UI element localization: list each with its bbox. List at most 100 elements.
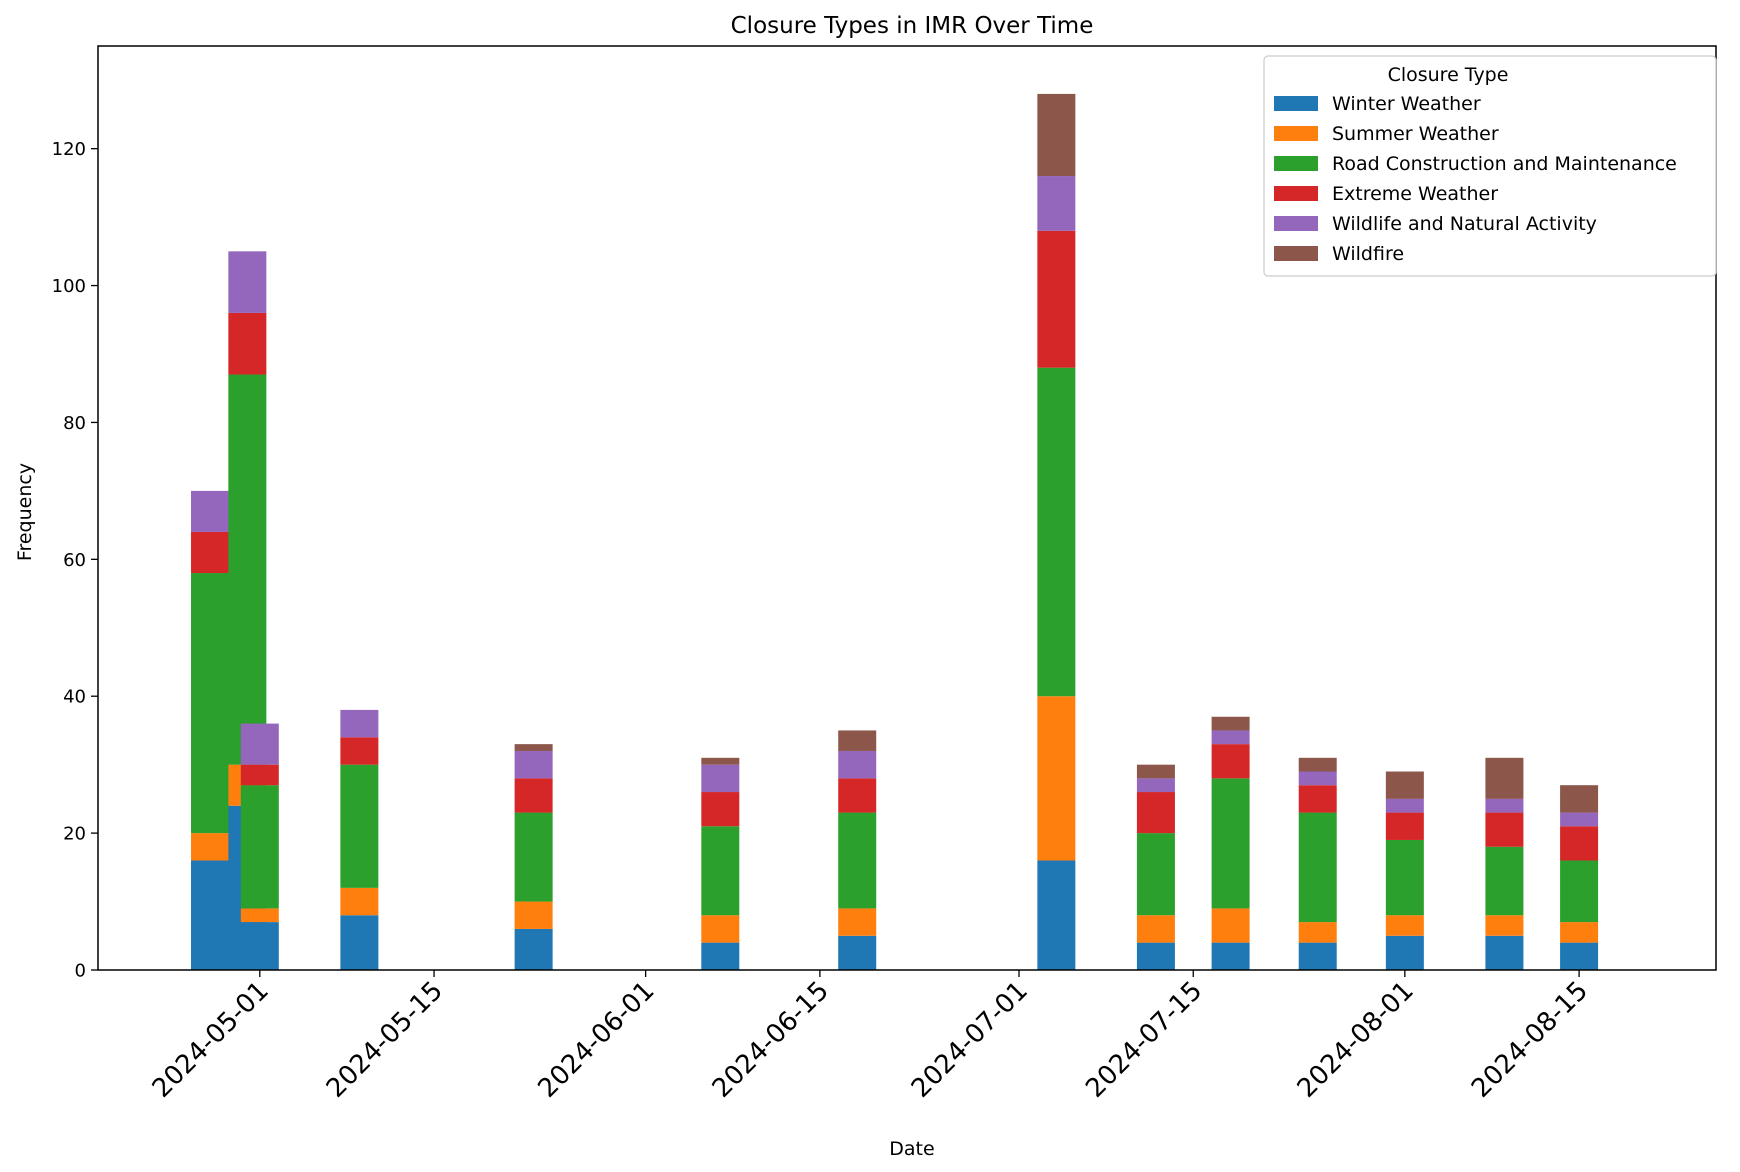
- legend-label: Extreme Weather: [1332, 183, 1498, 205]
- bar-segment: [1385, 915, 1424, 936]
- bar-segment: [1560, 785, 1599, 813]
- legend-label: Road Construction and Maintenance: [1332, 153, 1677, 175]
- bar-segment: [1385, 935, 1424, 970]
- bar-segment: [240, 764, 279, 786]
- bar-segment: [701, 764, 740, 793]
- bar-segment: [1037, 860, 1076, 970]
- bar-segment: [838, 730, 877, 751]
- plot-frame: [97, 45, 1717, 971]
- legend: Closure Type Winter Weather Summer Weather…: [1263, 55, 1717, 277]
- bar-segment: [240, 922, 279, 970]
- bar-segment: [1298, 942, 1337, 970]
- bar-segment: [191, 573, 230, 834]
- bar-segment: [1136, 915, 1175, 943]
- bar-segment: [1485, 798, 1524, 813]
- bar-segment: [1485, 935, 1524, 970]
- bar-segment: [1298, 812, 1337, 923]
- bar-segment: [1136, 778, 1175, 793]
- y-axis-label: Frequency: [14, 463, 36, 561]
- bar-segment: [1037, 176, 1076, 231]
- bar-segment: [1560, 922, 1599, 943]
- bar-segment: [1211, 942, 1250, 970]
- bar-segment: [1211, 716, 1250, 731]
- bar-segment: [191, 490, 230, 532]
- bar-segment: [838, 812, 877, 909]
- y-tick-label: 20: [63, 824, 86, 845]
- bar-segment: [838, 750, 877, 779]
- bar-segment: [340, 737, 379, 765]
- bar-segment: [1136, 764, 1175, 779]
- bar-segment: [240, 908, 279, 923]
- bar-segment: [1385, 839, 1424, 916]
- bar-segment: [838, 935, 877, 970]
- bar-segment: [514, 812, 553, 902]
- bar-segment: [1136, 833, 1175, 916]
- bar-segment: [1485, 812, 1524, 847]
- bar-segment: [340, 764, 379, 888]
- y-tick-label: 120: [52, 139, 86, 160]
- bar-segment: [1298, 922, 1337, 943]
- x-tick-label: 2024-05-15: [321, 976, 449, 1104]
- y-tick-label: 0: [75, 961, 86, 982]
- bar-segment: [1211, 744, 1250, 779]
- bar-segment: [1298, 771, 1337, 786]
- x-tick-label: 2024-05-01: [147, 976, 275, 1104]
- chart-title: Closure Types in IMR Over Time: [731, 13, 1094, 39]
- bar-segment: [1485, 915, 1524, 936]
- legend-swatch: [1274, 126, 1318, 141]
- x-tick-label: 2024-06-01: [532, 976, 660, 1104]
- x-axis-label: Date: [889, 1138, 934, 1160]
- y-tick-label: 60: [63, 550, 86, 571]
- bar-segment: [228, 312, 267, 375]
- legend-label: Winter Weather: [1332, 93, 1481, 115]
- bar-segment: [1136, 942, 1175, 970]
- bar-segment: [1385, 798, 1424, 813]
- bars: [191, 93, 1599, 970]
- bar-segment: [1037, 93, 1076, 177]
- y-tick-label: 80: [63, 413, 86, 434]
- legend-swatch: [1274, 186, 1318, 201]
- legend-swatch: [1274, 216, 1318, 231]
- bar-segment: [701, 826, 740, 916]
- bar-segment: [514, 778, 553, 813]
- legend-frame: [1263, 55, 1717, 277]
- bar-segment: [1037, 230, 1076, 368]
- bar-segment: [1485, 757, 1524, 799]
- bar-segment: [1211, 908, 1250, 943]
- legend-label: Summer Weather: [1332, 123, 1499, 145]
- bar-segment: [1037, 367, 1076, 697]
- bar-segment: [838, 908, 877, 936]
- x-tick-label: 2024-07-15: [1080, 976, 1208, 1104]
- bar-segment: [701, 757, 740, 765]
- x-tick-label: 2024-08-01: [1292, 976, 1420, 1104]
- legend-title: Closure Type: [1388, 64, 1509, 86]
- y-tick-label: 40: [63, 687, 86, 708]
- x-tick-label: 2024-06-15: [707, 976, 835, 1104]
- x-tick-label: 2024-08-15: [1466, 976, 1594, 1104]
- legend-label: Wildlife and Natural Activity: [1332, 213, 1597, 235]
- bar-segment: [701, 942, 740, 970]
- bar-segment: [191, 531, 230, 574]
- bar-segment: [240, 723, 279, 765]
- bar-segment: [1298, 757, 1337, 772]
- bar-segment: [191, 860, 230, 970]
- bar-segment: [1136, 792, 1175, 834]
- y-tick-label: 100: [52, 276, 86, 297]
- bar-segment: [1485, 846, 1524, 916]
- bar-segment: [340, 709, 379, 738]
- bar-segment: [1211, 730, 1250, 745]
- bar-segment: [514, 750, 553, 779]
- bar-segment: [1560, 826, 1599, 861]
- bar-segment: [191, 833, 230, 861]
- bar-segment: [340, 887, 379, 916]
- bar-segment: [1211, 778, 1250, 909]
- bar-segment: [701, 915, 740, 943]
- legend-label: Wildfire: [1332, 243, 1404, 265]
- bar-segment: [514, 744, 553, 751]
- bar-segment: [228, 374, 267, 765]
- bar-segment: [228, 251, 267, 313]
- x-tick-label: 2024-07-01: [906, 976, 1034, 1104]
- legend-swatch: [1274, 246, 1318, 261]
- bar-segment: [1560, 860, 1599, 923]
